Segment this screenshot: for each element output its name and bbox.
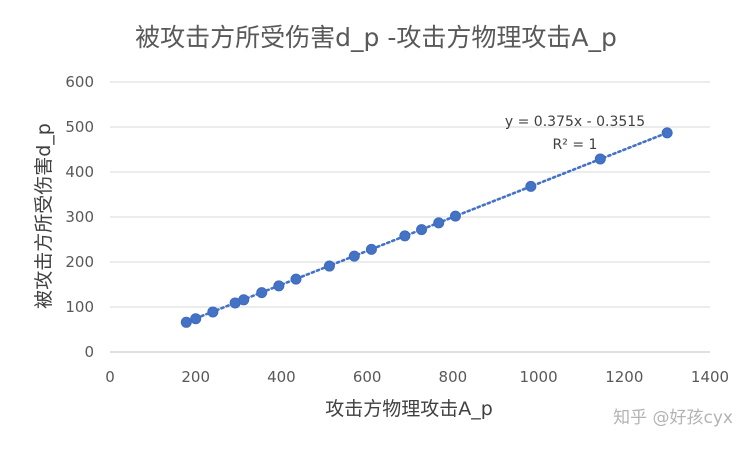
y-tick-label: 0	[84, 343, 94, 361]
data-point	[207, 306, 219, 318]
data-point	[256, 287, 268, 299]
tick-labels: 0 100 200 300 400 500 600 0 200 400 600 800 1000 1200…	[65, 73, 729, 386]
y-tick-label: 200	[65, 253, 94, 271]
x-tick-label: 1200	[605, 368, 643, 386]
x-tick-label: 0	[105, 368, 115, 386]
y-tick-label: 400	[65, 163, 94, 181]
y-tick-label: 600	[65, 73, 94, 91]
data-point	[348, 250, 360, 262]
gridlines	[110, 81, 710, 308]
data-point	[525, 180, 537, 192]
data-point	[290, 273, 302, 285]
x-axis-label: 攻击方物理攻击A_p	[325, 398, 493, 420]
data-point	[323, 260, 335, 272]
watermark: 知乎 @好孩cyx	[613, 408, 733, 428]
x-tick-label: 800	[439, 368, 468, 386]
data-point	[238, 294, 250, 306]
data-point	[273, 280, 285, 292]
trendline-r2: R² = 1	[553, 137, 598, 153]
data-point	[399, 230, 411, 242]
trendline-equation: y = 0.375x - 0.3515	[505, 114, 645, 130]
y-axis-label: 被攻击方所受伤害d_p	[33, 123, 55, 309]
y-tick-label: 100	[65, 298, 94, 316]
x-tick-label: 200	[181, 368, 210, 386]
x-tick-label: 1400	[691, 368, 729, 386]
data-point	[190, 313, 202, 325]
data-point	[180, 316, 192, 328]
data-point	[365, 243, 377, 255]
data-point	[433, 217, 445, 229]
y-tick-label: 300	[65, 208, 94, 226]
data-point	[594, 153, 606, 165]
data-point	[416, 224, 428, 236]
x-tick-label: 1000	[519, 368, 557, 386]
data-point	[661, 127, 673, 139]
data-point	[449, 210, 461, 222]
data-points	[180, 127, 673, 328]
chart-title: 被攻击方所受伤害d_p -攻击方物理攻击A_p	[135, 23, 617, 52]
x-tick-label: 400	[267, 368, 296, 386]
x-tick-label: 600	[353, 368, 382, 386]
y-tick-label: 500	[65, 118, 94, 136]
